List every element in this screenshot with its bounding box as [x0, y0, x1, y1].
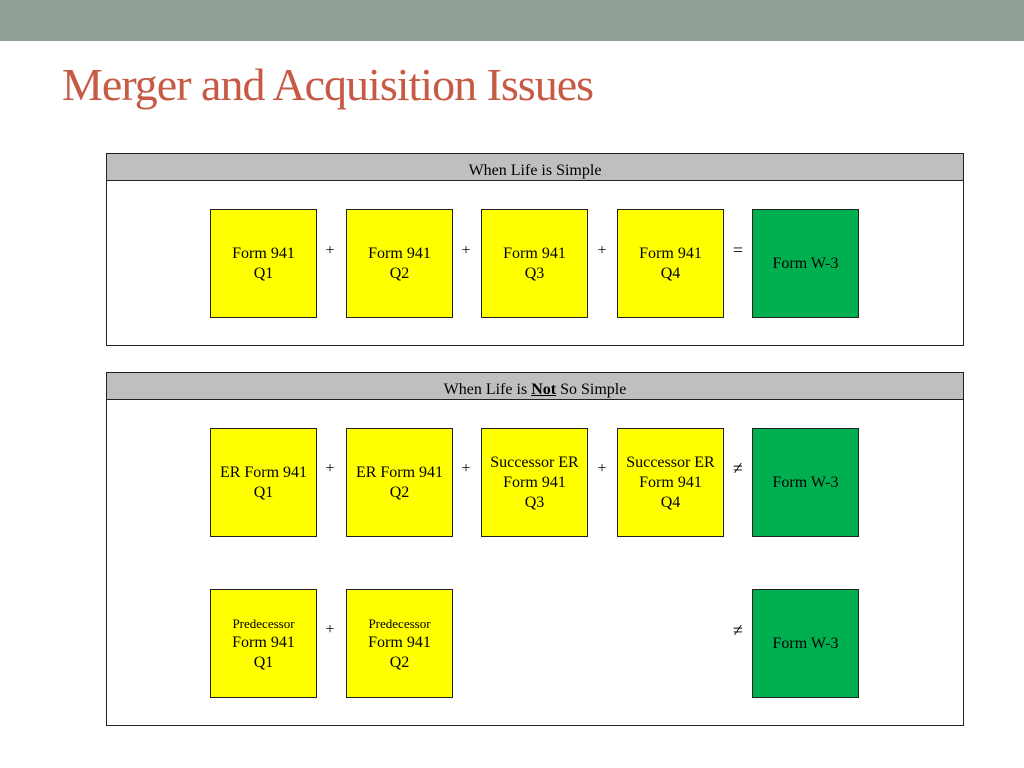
- header-text: When Life is: [443, 381, 532, 398]
- box-line: Q2: [389, 264, 410, 282]
- successor-er-form-941-q4-box: Successor ER Form 941 Q4: [617, 428, 724, 537]
- not-equal-operator: ≠: [733, 620, 743, 640]
- box-line: Form 941: [503, 473, 566, 491]
- simple-panel: When Life is Simple: [106, 153, 964, 346]
- er-form-941-q1-box: ER Form 941 Q1: [210, 428, 317, 537]
- top-accent-bar: [0, 0, 1024, 41]
- box-line: Form W-3: [772, 634, 839, 652]
- box-line: Form 941: [639, 244, 702, 262]
- header-emphasis: Not: [531, 381, 557, 398]
- box-line: Q4: [660, 264, 681, 282]
- box-line: Form 941: [368, 633, 431, 651]
- plus-operator: +: [461, 242, 471, 259]
- plus-operator: +: [461, 460, 471, 477]
- form-941-q3-box: Form 941 Q3: [481, 209, 588, 318]
- box-line: Q2: [389, 653, 410, 671]
- plus-operator: +: [325, 460, 335, 477]
- box-line: Successor ER: [626, 453, 715, 471]
- form-w3-box: Form W-3: [752, 428, 859, 537]
- box-line: ER Form 941: [219, 463, 308, 481]
- slide-title: Merger and Acquisition Issues: [62, 59, 594, 110]
- complex-panel-header: When Life is Not So Simple: [107, 373, 963, 400]
- successor-er-form-941-q3-box: Successor ER Form 941 Q3: [481, 428, 588, 537]
- plus-operator: +: [597, 242, 607, 259]
- box-line: Form 941: [232, 633, 295, 651]
- not-equal-operator: ≠: [733, 458, 743, 478]
- box-line: Form 941: [639, 473, 702, 491]
- predecessor-form-941-q2-box: Predecessor Form 941 Q2: [346, 589, 453, 698]
- plus-operator: +: [597, 460, 607, 477]
- form-w3-box: Form W-3: [752, 589, 859, 698]
- box-line-small: Predecessor: [368, 615, 431, 631]
- complex-panel: When Life is Not So Simple: [106, 372, 964, 726]
- form-941-q2-box: Form 941 Q2: [346, 209, 453, 318]
- predecessor-form-941-q1-box: Predecessor Form 941 Q1: [210, 589, 317, 698]
- box-line: Form 941: [503, 244, 566, 262]
- plus-operator: +: [325, 621, 335, 638]
- box-line: Form 941: [232, 244, 295, 262]
- box-line: Successor ER: [490, 453, 579, 471]
- box-line: Q1: [253, 483, 274, 501]
- box-line: Q1: [253, 653, 274, 671]
- er-form-941-q2-box: ER Form 941 Q2: [346, 428, 453, 537]
- box-line: Q3: [524, 264, 545, 282]
- header-text: So Simple: [556, 381, 627, 398]
- box-line: Form 941: [368, 244, 431, 262]
- box-line: Q4: [660, 493, 681, 511]
- form-w3-box: Form W-3: [752, 209, 859, 318]
- box-line: Q3: [524, 493, 545, 511]
- box-line: ER Form 941: [355, 463, 444, 481]
- form-941-q1-box: Form 941 Q1: [210, 209, 317, 318]
- simple-panel-header: When Life is Simple: [107, 154, 963, 181]
- equals-operator: =: [732, 240, 744, 260]
- box-line: Q2: [389, 483, 410, 501]
- box-line: Form W-3: [772, 473, 839, 491]
- form-941-q4-box: Form 941 Q4: [617, 209, 724, 318]
- box-line-small: Predecessor: [232, 615, 295, 631]
- box-line: Q1: [253, 264, 274, 282]
- plus-operator: +: [325, 242, 335, 259]
- box-line: Form W-3: [772, 254, 839, 272]
